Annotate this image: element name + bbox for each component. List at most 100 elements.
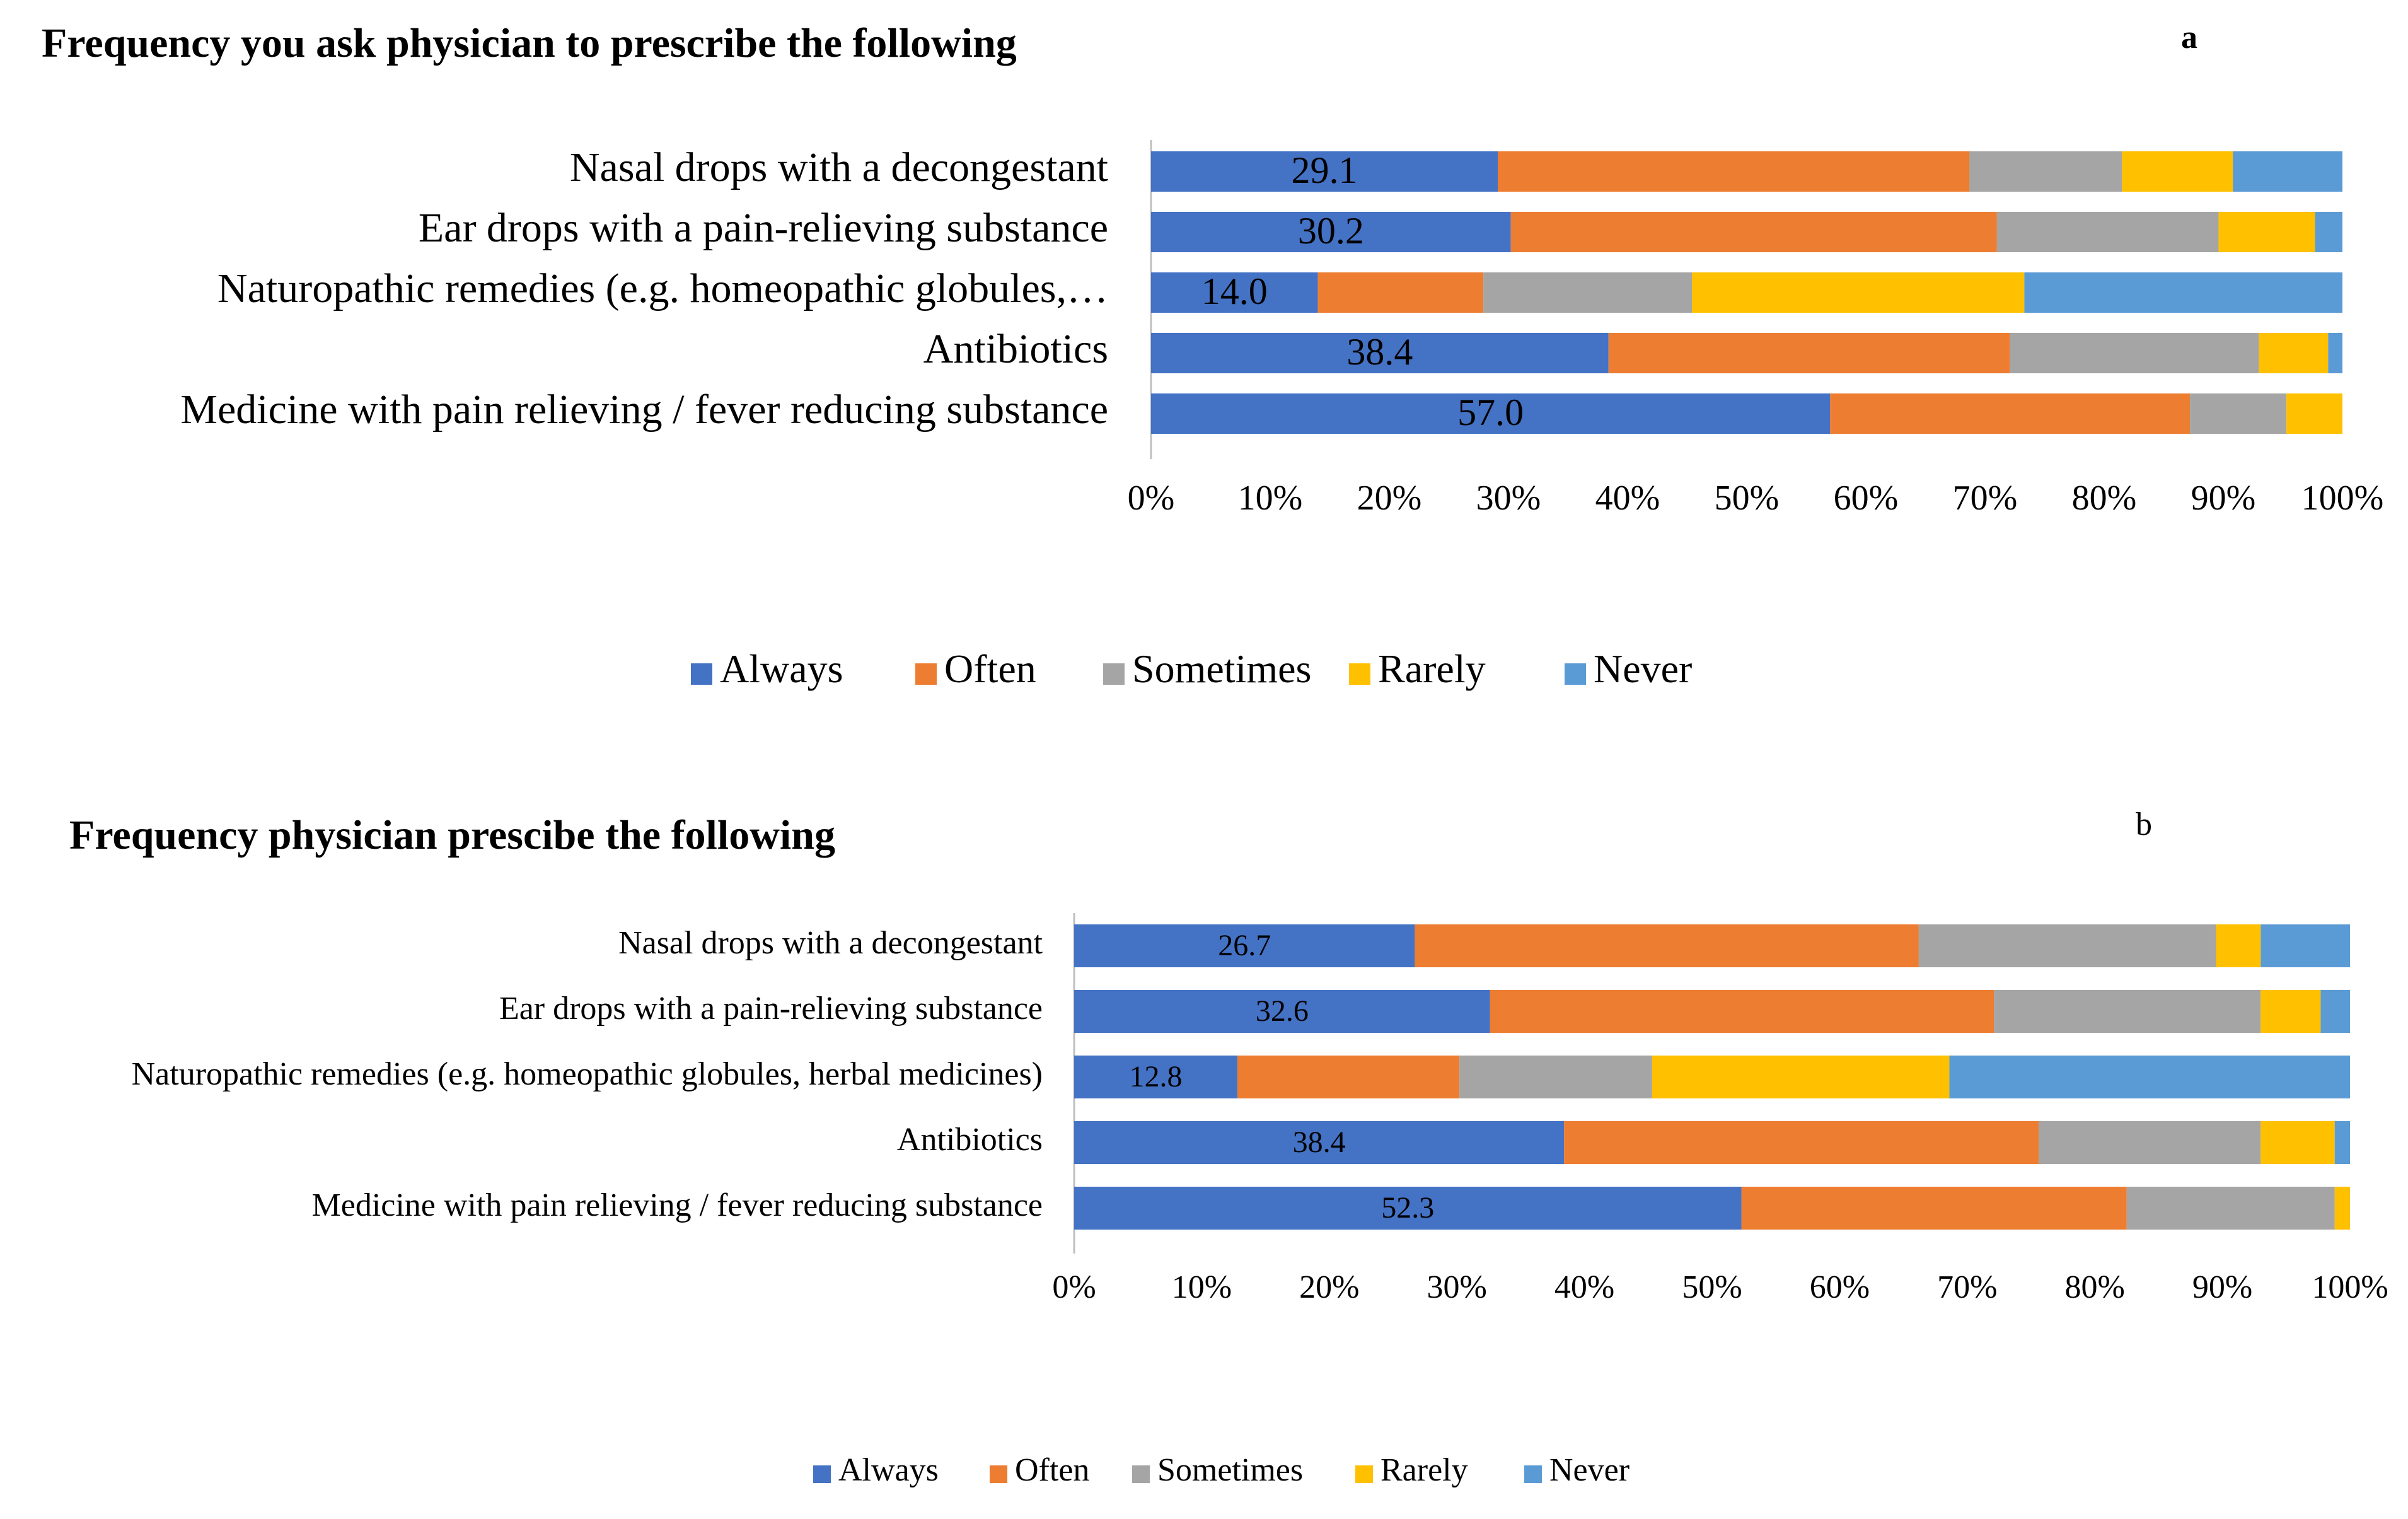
chart-b-x-tick-label: 30% — [1427, 1269, 1487, 1305]
chart-b-panel-label: b — [2136, 806, 2152, 842]
chart-a-bar-never — [2024, 272, 2342, 313]
chart-b-bar-sometimes — [1918, 924, 2216, 967]
chart-b-x-tick-label: 20% — [1299, 1269, 1359, 1305]
chart-a-bar-sometimes — [2190, 393, 2287, 434]
chart-a-bar-never — [2233, 151, 2342, 192]
chart-a-x-tick-label: 20% — [1357, 479, 1422, 518]
chart-b-bar-never — [1949, 1056, 2350, 1098]
chart-a-bar-rarely — [2122, 151, 2233, 192]
chart-a-bar-never — [2315, 212, 2342, 252]
chart-b-x-tick-label: 10% — [1172, 1269, 1232, 1305]
chart-b-bar-rarely — [1652, 1056, 1950, 1098]
chart-a-data-label: 57.0 — [1457, 392, 1524, 433]
chart-a-category-label: Ear drops with a pain-relieving substanc… — [419, 205, 1108, 251]
chart-b-bar-often — [1564, 1121, 2039, 1164]
chart-b-category-label: Antibiotics — [897, 1122, 1043, 1158]
chart-a-category-label: Nasal drops with a decongestant — [570, 144, 1108, 190]
chart-a-x-tick-label: 0% — [1128, 479, 1175, 518]
chart-a-legend: Always Often Sometimes Rarely Never — [691, 646, 1692, 691]
chart-b-x-tick-label: 80% — [2065, 1269, 2125, 1305]
chart-a-x-tick-label: 60% — [1834, 479, 1899, 518]
chart-b-bar-always — [1074, 1056, 1238, 1098]
chart-a-bar-often — [1497, 151, 1970, 192]
chart-a-plot-area: Nasal drops with a decongestant 29.1 Ear d… — [180, 140, 2383, 518]
chart-a-bar-never — [2328, 333, 2342, 373]
chart-b-bar-often — [1490, 990, 1994, 1033]
chart-b-legend-swatch-sometimes — [1132, 1465, 1150, 1483]
chart-b-bar-always — [1074, 990, 1490, 1033]
chart-a-title: Frequency you ask physician to prescribe… — [42, 20, 1017, 66]
chart-b-legend-swatch-always — [813, 1465, 831, 1483]
chart-b-legend: Always Often Sometimes Rarely Never — [813, 1452, 1629, 1488]
chart-a-bar-sometimes — [1996, 212, 2219, 252]
chart-b-bar-often — [1741, 1187, 2127, 1230]
chart-b-data-label: 52.3 — [1381, 1191, 1434, 1225]
chart-b-legend-label-always: Always — [838, 1452, 939, 1488]
chart-b-legend-swatch-rarely — [1355, 1465, 1373, 1483]
chart-b-bar-always — [1074, 924, 1415, 967]
chart-a-bar-rarely — [2218, 212, 2315, 252]
chart-a-legend-label-rarely: Rarely — [1378, 646, 1486, 691]
chart-a-bar-always — [1151, 212, 1511, 252]
chart-a-bar-sometimes — [1969, 151, 2122, 192]
chart-b-bar-never — [2334, 1121, 2350, 1164]
chart-a-x-tick-label: 30% — [1476, 479, 1541, 518]
chart-a-x-tick-label: 10% — [1238, 479, 1303, 518]
chart-a-bar-often — [1608, 333, 2010, 373]
chart-b-legend-label-often: Often — [1015, 1452, 1089, 1488]
chart-b-data-label: 26.7 — [1218, 929, 1271, 962]
chart-a-legend-swatch-always — [691, 663, 712, 685]
chart-a-legend-label-never: Never — [1594, 646, 1692, 691]
chart-b-x-tick-label: 100% — [2312, 1269, 2388, 1305]
chart-b-category-label: Nasal drops with a decongestant — [618, 925, 1043, 961]
chart-b-bar-never — [2260, 924, 2350, 967]
chart-b-x-tick-label: 0% — [1052, 1269, 1096, 1305]
chart-a-category-label: Naturopathic remedies (e.g. homeopathic … — [217, 265, 1108, 311]
chart-a-data-label: 14.0 — [1201, 271, 1268, 312]
chart-a-bar-always — [1151, 393, 1831, 434]
chart-a-bar-always — [1151, 272, 1318, 313]
chart-b-bar-rarely — [2334, 1187, 2350, 1230]
chart-b-bar-often — [1237, 1056, 1460, 1098]
chart-a-x-tick-label: 40% — [1595, 479, 1660, 518]
chart-b-legend-label-rarely: Rarely — [1381, 1452, 1468, 1488]
chart-a-legend-swatch-never — [1565, 663, 1586, 685]
chart-b-legend-swatch-often — [990, 1465, 1007, 1483]
chart-a-data-label: 29.1 — [1291, 149, 1357, 191]
chart-b-category-label: Naturopathic remedies (e.g. homeopathic … — [132, 1056, 1043, 1092]
chart-a-legend-label-often: Often — [944, 646, 1036, 691]
chart-b-bar-rarely — [2216, 924, 2261, 967]
chart-a-panel-label: a — [2181, 20, 2197, 55]
chart-a-bar-always — [1151, 333, 1609, 373]
chart-b-bar-rarely — [2260, 1121, 2335, 1164]
chart-a-bar-often — [1830, 393, 2191, 434]
chart-a-x-tick-label: 70% — [1953, 479, 2018, 518]
chart-b-bar-always — [1074, 1121, 1565, 1164]
chart-a-bar-sometimes — [1483, 272, 1693, 313]
chart-a-category-label: Medicine with pain relieving / fever red… — [180, 387, 1108, 433]
chart-b-bar-always — [1074, 1187, 1742, 1230]
chart-a-bar-rarely — [1692, 272, 2025, 313]
chart-a-x-tick-label: 50% — [1715, 479, 1780, 518]
chart-a-bar-often — [1510, 212, 1997, 252]
chart-b-bar-sometimes — [2039, 1121, 2261, 1164]
chart-a-legend-label-always: Always — [720, 646, 843, 691]
chart-b-plot-area: Nasal drops with a decongestant 26.7 Ear d… — [132, 913, 2388, 1305]
chart-a-x-tick-label: 80% — [2072, 479, 2137, 518]
chart-a-category-label: Antibiotics — [923, 326, 1108, 372]
chart-b-category-label: Ear drops with a pain-relieving substanc… — [499, 991, 1043, 1027]
panel-a: Frequency you ask physician to prescribe… — [42, 20, 2383, 691]
chart-a-bar-often — [1317, 272, 1484, 313]
chart-b-bar-sometimes — [1994, 990, 2261, 1033]
chart-a-legend-swatch-often — [915, 663, 937, 685]
chart-b-x-tick-label: 90% — [2192, 1269, 2252, 1305]
chart-b-x-tick-label: 60% — [1810, 1269, 1870, 1305]
chart-b-data-label: 12.8 — [1130, 1060, 1183, 1093]
chart-b-bar-often — [1415, 924, 1919, 967]
chart-b-title: Frequency physician prescibe the followi… — [69, 812, 835, 858]
chart-a-legend-swatch-sometimes — [1103, 663, 1125, 685]
chart-b-legend-swatch-never — [1524, 1465, 1542, 1483]
chart-a-data-label: 30.2 — [1298, 210, 1364, 252]
